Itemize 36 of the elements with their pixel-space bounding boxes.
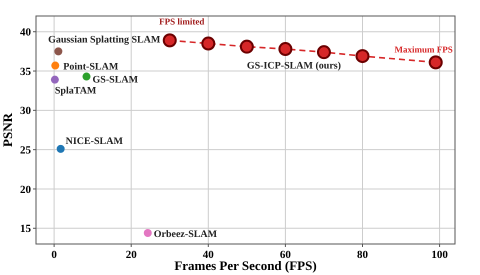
point — [162, 33, 177, 48]
point — [316, 45, 331, 60]
y-axis-title: PSNR — [0, 112, 15, 147]
y-tick-label: 40 — [20, 26, 32, 39]
point — [278, 42, 292, 56]
x-tick-label: 60 — [280, 249, 292, 261]
y-tick-label: 35 — [20, 66, 32, 78]
point — [201, 36, 216, 51]
annotation: FPS limited — [159, 16, 204, 26]
series-label: NICE-SLAM — [66, 136, 124, 147]
y-tick-label: 30 — [20, 105, 32, 118]
point — [51, 62, 60, 70]
series-label: GS-ICP-SLAM (ours) — [246, 60, 342, 72]
point — [428, 55, 443, 70]
series-label: SplaTAM — [54, 86, 97, 97]
annotation: Maximum FPS — [394, 44, 453, 54]
point — [240, 40, 254, 54]
series-label: GS-SLAM — [92, 74, 139, 86]
point — [54, 47, 62, 56]
x-tick-label: 100 — [431, 249, 448, 261]
x-tick-label: 80 — [356, 249, 368, 261]
series-label: Point-SLAM — [63, 62, 119, 73]
series-label: Orbeez-SLAM — [154, 228, 218, 240]
x-tick-label: 0 — [51, 249, 58, 261]
y-tick-label: 20 — [20, 184, 32, 196]
series-label: Gaussian Splatting SLAM — [48, 34, 161, 46]
point — [50, 76, 59, 84]
x-tick-label: 20 — [126, 249, 138, 261]
point — [144, 228, 152, 237]
y-tick-label: 15 — [20, 223, 32, 236]
point — [82, 72, 90, 81]
x-tick-label: 40 — [202, 249, 214, 261]
point — [56, 144, 65, 153]
point — [355, 49, 370, 64]
x-axis-title: Frames Per Second (FPS) — [174, 258, 317, 273]
y-tick-label: 25 — [20, 144, 32, 157]
